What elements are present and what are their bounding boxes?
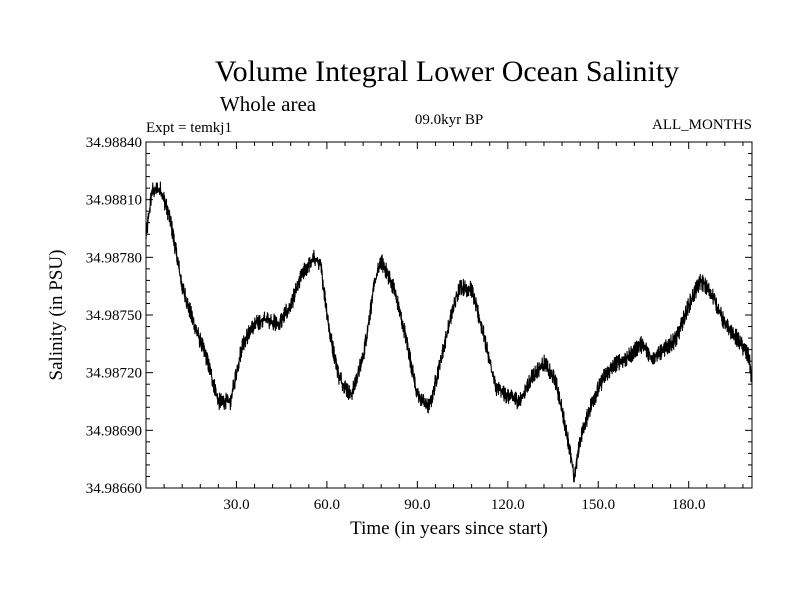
y-tick-label: 34.98720 — [86, 366, 142, 382]
period-label: 09.0kyr BP — [415, 112, 483, 128]
x-tick-label: 120.0 — [491, 497, 525, 513]
x-tick-label: 180.0 — [672, 497, 706, 513]
x-tick-label: 30.0 — [223, 497, 249, 513]
months-label: ALL_MONTHS — [652, 117, 752, 133]
y-tick-label: 34.98750 — [86, 308, 142, 324]
plot-frame — [145, 141, 753, 489]
y-axis-label: Salinity (in PSU) — [46, 250, 67, 381]
y-tick-label: 34.98660 — [86, 481, 142, 497]
y-tick-label: 34.98780 — [86, 250, 142, 266]
y-tick-label: 34.98840 — [86, 135, 142, 151]
y-axis: 34.98660 34.98690 34.98720 34.98750 34.98780… — [86, 135, 752, 497]
x-axis: 30.0 60.0 90.0 120.0 150.0 180.0 — [163, 142, 744, 513]
chart-subtitle: Whole area — [220, 92, 317, 116]
chart-title: Volume Integral Lower Ocean Salinity — [215, 55, 679, 88]
x-axis-label: Time (in years since start) — [350, 518, 548, 539]
x-tick-label: 60.0 — [314, 497, 340, 513]
y-tick-label: 34.98810 — [86, 193, 142, 209]
y-tick-label: 34.98690 — [86, 423, 142, 439]
salinity-series-line — [145, 181, 753, 483]
experiment-label: Expt = temkj1 — [146, 120, 232, 136]
x-tick-label: 150.0 — [581, 497, 615, 513]
x-tick-label: 90.0 — [404, 497, 430, 513]
